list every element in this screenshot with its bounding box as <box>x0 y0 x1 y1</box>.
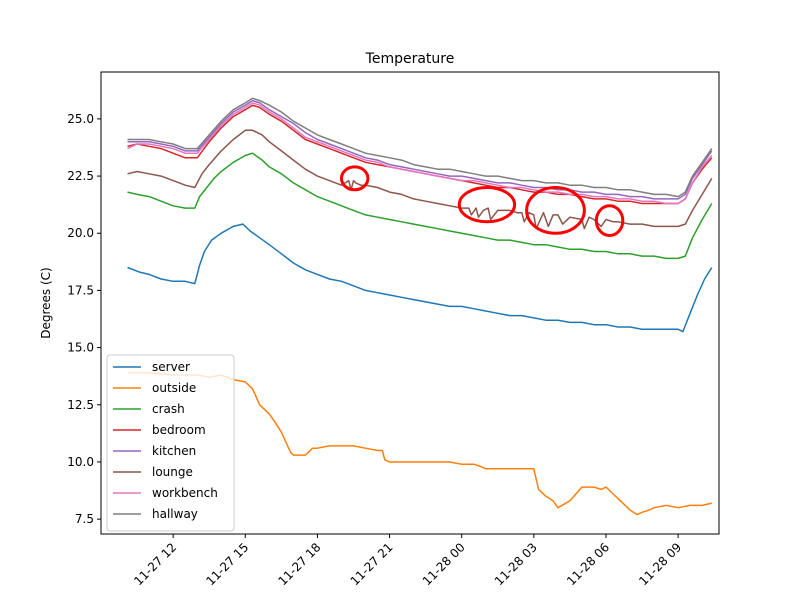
y-tick-label: 22.5 <box>67 169 94 183</box>
series-line-hallway <box>127 97 713 198</box>
series-line-crash <box>127 152 713 260</box>
legend-label-bedroom: bedroom <box>152 423 206 437</box>
series-line-kitchen <box>127 99 713 200</box>
axes-frame <box>100 71 720 535</box>
legend-box <box>106 354 235 532</box>
chart-title: Temperature <box>365 51 455 67</box>
annotation-circle-4 <box>594 204 625 238</box>
series-line-outside <box>127 372 712 516</box>
y-tick-label: 25.0 <box>67 112 94 126</box>
x-tick-label: 11-27 15 <box>203 540 251 588</box>
series-line-bedroom <box>127 104 713 205</box>
y-tick-label: 10.0 <box>67 455 94 469</box>
x-tick-label: 11-28 06 <box>564 540 612 588</box>
plot-area <box>127 97 713 516</box>
annotation-circle-1 <box>339 165 370 192</box>
y-tick-label: 15.0 <box>67 341 94 355</box>
y-tick-label: 20.0 <box>67 226 94 240</box>
x-tick-label: 11-27 18 <box>275 540 323 588</box>
y-tick-label: 17.5 <box>67 283 94 297</box>
x-tick-label: 11-27 12 <box>131 540 179 588</box>
annotation-circle-3 <box>525 186 586 235</box>
series-line-server <box>127 223 713 333</box>
legend-label-server: server <box>152 360 190 374</box>
y-tick-label: 7.5 <box>75 512 94 526</box>
annotation-circle-2 <box>457 186 517 224</box>
x-tick-label: 11-28 09 <box>636 540 684 588</box>
x-tick-label: 11-27 21 <box>348 540 396 588</box>
y-axis: 7.5 10.0 12.5 15.0 17.5 20.0 22.5 25.0 <box>67 112 101 526</box>
legend-label-outside: outside <box>152 381 196 395</box>
legend-label-kitchen: kitchen <box>152 444 196 458</box>
legend-label-hallway: hallway <box>152 507 198 521</box>
legend: server outside crash bedroom kitchen lounge wo… <box>106 354 235 532</box>
series-line-lounge <box>127 129 713 230</box>
y-tick-label: 12.5 <box>67 398 94 412</box>
legend-label-crash: crash <box>152 402 185 416</box>
x-tick-label: 11-28 00 <box>420 540 468 588</box>
legend-label-workbench: workbench <box>152 486 218 500</box>
series-line-workbench <box>127 102 713 205</box>
legend-label-lounge: lounge <box>152 465 193 479</box>
x-axis: 11-27 12 11-27 15 11-27 18 11-27 21 11-28 00… <box>131 534 684 588</box>
x-tick-label: 11-28 03 <box>492 540 540 588</box>
y-axis-label: Degrees (C) <box>39 267 53 338</box>
